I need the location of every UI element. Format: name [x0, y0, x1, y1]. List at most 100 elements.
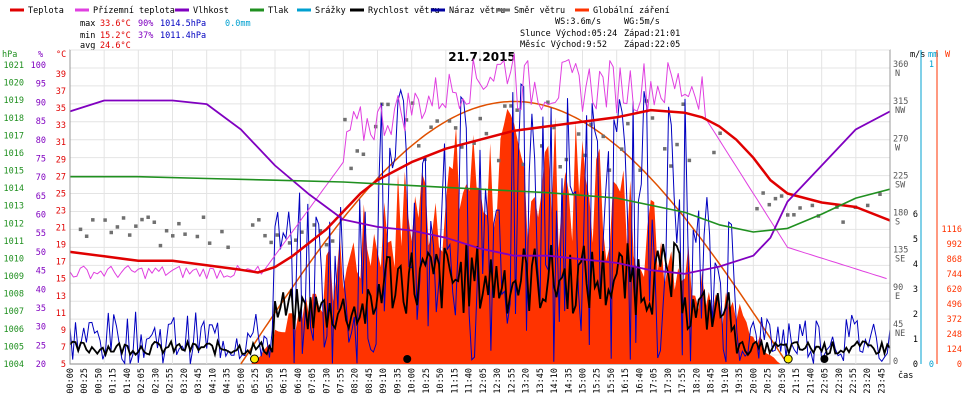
axis-tick-temp: 29 [56, 155, 66, 165]
axis-tick-ms: 1 [913, 335, 918, 345]
wind-direction-point [767, 202, 772, 207]
wind-direction-point [638, 168, 642, 172]
x-tick-label: 07:05 [308, 368, 318, 394]
axis-tick-w: 124 [947, 345, 962, 355]
x-tick-label: 11:15 [450, 368, 460, 394]
x-tick-label: 05:00 [237, 368, 247, 394]
axis-tick-hpa: 1009 [4, 272, 24, 282]
wind-direction-point [878, 192, 882, 196]
x-tick-label: 12:05 [479, 368, 489, 394]
axis-tick-hpa: 1018 [4, 114, 24, 124]
axis-tick-pct: 50 [36, 248, 46, 258]
axis-unit-pct: % [38, 50, 43, 60]
wind-direction-point [164, 228, 169, 233]
x-tick-label: 14:35 [564, 368, 574, 394]
wind-direction-point [330, 239, 335, 243]
axis-tick-w: 992 [947, 240, 962, 250]
stat-sun-set: Západ:21:01 [624, 29, 680, 39]
wind-direction-point [460, 145, 464, 149]
x-tick-label: 13:45 [536, 368, 546, 394]
legend-label: Globální záření [593, 6, 670, 16]
axis-tick-hpa: 1017 [4, 131, 24, 141]
x-tick-label: 09:35 [393, 368, 403, 394]
wind-direction-point [361, 152, 366, 157]
x-tick-label: 10:00 [408, 368, 418, 394]
wind-direction-point [103, 218, 107, 222]
wind-direction-point [435, 119, 439, 123]
wind-direction-point [712, 150, 716, 155]
x-tick-label: 23:20 [863, 368, 873, 394]
series-vlhkost [69, 99, 891, 275]
wind-direction-point [263, 233, 267, 238]
axis-tick-pct: 40 [36, 285, 46, 295]
axis-tick-pct: 20 [36, 360, 46, 370]
axis-unit-hpa: hPa [2, 50, 17, 60]
stat-ws: WS:3.6m/s [555, 17, 601, 27]
x-tick-label: 06:40 [294, 368, 304, 394]
x-tick-label: 15:00 [579, 368, 589, 394]
wind-direction-point [294, 238, 298, 242]
axis-tick-temp: 37 [56, 87, 66, 97]
stat-max-label: max [80, 19, 95, 29]
legend-label: Směr větru [514, 6, 565, 16]
x-tick-label: 17:55 [678, 368, 688, 394]
wind-direction-point [681, 102, 685, 106]
axis-tick-w: 248 [947, 330, 962, 340]
wind-direction-point [201, 215, 206, 219]
axis-tick-dir: NW [895, 106, 906, 116]
axis-tick-ms: 4 [913, 260, 918, 270]
x-tick-label: 08:20 [351, 368, 361, 394]
x-tick-label: 03:20 [180, 368, 190, 394]
x-tick-label: 15:50 [607, 368, 617, 394]
axis-tick-w: 496 [947, 300, 962, 310]
stat-sun: Slunce Východ:05:24 [520, 29, 617, 39]
wind-direction-point [177, 221, 181, 226]
wind-direction-point [865, 203, 870, 208]
wind-direction-point [195, 234, 200, 239]
axis-tick-w: 1116 [942, 225, 962, 235]
wind-direction-point [269, 240, 273, 245]
axis-tick-ms: 0 [913, 360, 918, 370]
wind-direction-point [798, 206, 802, 210]
wind-direction-point [152, 220, 157, 224]
axis-tick-temp: 11 [56, 309, 66, 319]
stat-min-temp: 15.2°C [100, 31, 131, 41]
axis-tick-dir: 90 [893, 283, 903, 293]
legend: Teplota Přízemní teplota Vlhkost Tlak Srážky… [10, 6, 670, 16]
wind-direction-point [515, 108, 519, 112]
series-lines [69, 53, 891, 365]
axis-tick-hpa: 1020 [4, 79, 24, 89]
axis-unit-w: W [945, 50, 951, 60]
axis-tick-dir: N [895, 69, 900, 79]
wind-direction-point [121, 216, 126, 220]
axis-unit-temp: °C [56, 50, 66, 60]
x-tick-label: 03:45 [194, 368, 204, 394]
stat-max-hum: 90% [138, 19, 153, 29]
series-tlak [70, 175, 891, 233]
axis-tick-dir: 0 [893, 357, 898, 367]
x-axis: 00:00 00:25 00:50 01:15 01:40 02:05 02:30 02:55… [66, 368, 913, 394]
x-tick-label: 00:25 [80, 368, 90, 394]
axis-tick-pct: 65 [36, 192, 46, 202]
axis-tick-temp: 31 [56, 138, 66, 148]
x-tick-label: 05:50 [265, 368, 275, 394]
x-tick-label: 04:35 [223, 368, 233, 394]
axis-tick-pct: 25 [36, 341, 46, 351]
axis-tick-dir: S [895, 218, 900, 228]
wind-direction-point [546, 100, 550, 104]
wind-direction-point [675, 142, 679, 147]
stat-min-hum: 37% [138, 31, 153, 41]
axes: hPa% °C1021102010191018101710161015101410… [2, 50, 962, 370]
wind-direction-point [558, 165, 562, 169]
axis-tick-pct: 55 [36, 229, 46, 239]
x-tick-label: 14:10 [550, 368, 560, 394]
axis-tick-hpa: 1006 [4, 325, 24, 335]
x-tick-label: 23:45 [878, 368, 888, 394]
wind-direction-point [275, 233, 280, 237]
wind-direction-point [318, 229, 323, 233]
wind-direction-point [300, 230, 304, 234]
axis-tick-dir: SE [895, 255, 905, 265]
x-tick-label: 07:30 [322, 368, 332, 394]
x-tick-label: 17:30 [664, 368, 674, 394]
x-tick-label: 05:25 [251, 368, 261, 394]
